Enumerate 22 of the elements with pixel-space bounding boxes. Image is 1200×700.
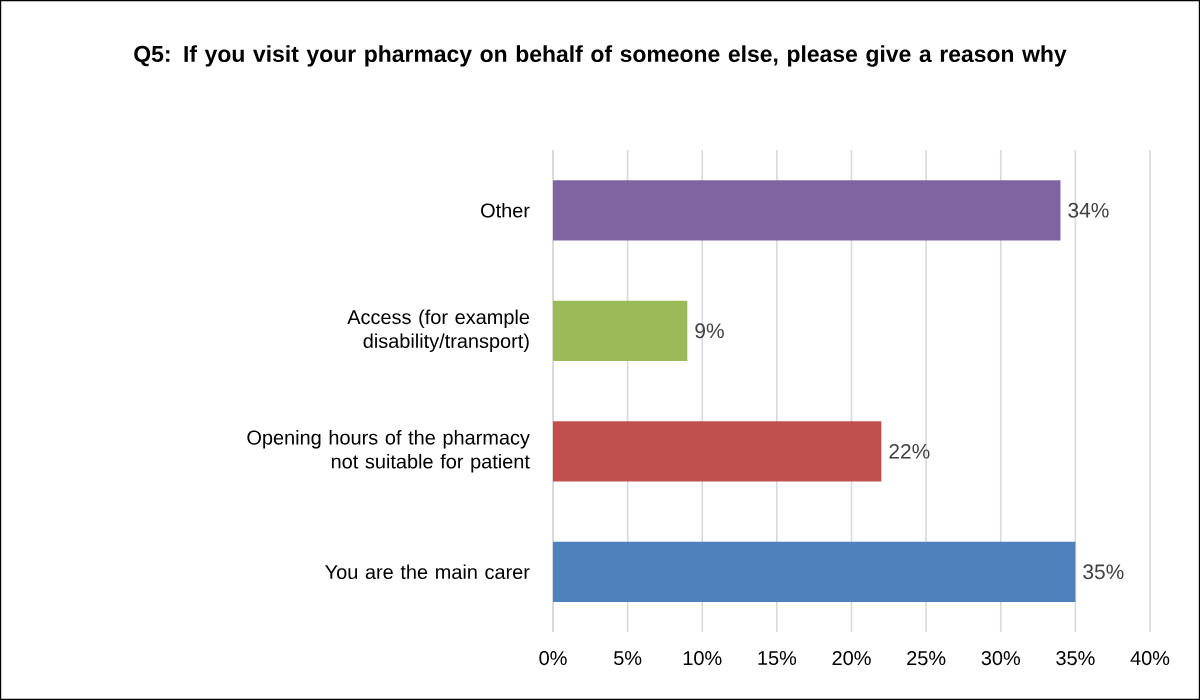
x-tick-label: 40% — [1130, 651, 1170, 666]
chart-title: Q5: If you visit your pharmacy on behalf of someone else, please give a reason why — [134, 45, 1067, 67]
x-tick-label: 10% — [683, 651, 722, 666]
x-tick-label: 25% — [907, 651, 946, 666]
y-tick-label: Opening hours of the pharmacy not suitable for patient — [247, 430, 530, 473]
data-label: 9% — [695, 323, 724, 339]
x-tick-label: 35% — [1056, 651, 1095, 666]
y-tick-label: Other — [481, 202, 530, 218]
x-tick-label: 0% — [539, 651, 567, 666]
x-tick-label: 20% — [832, 651, 871, 666]
x-tick-label: 5% — [614, 651, 642, 666]
x-tick-label: 30% — [981, 651, 1020, 666]
data-label: 35% — [1083, 564, 1124, 580]
data-label: 34% — [1068, 202, 1109, 218]
x-tick-label: 15% — [758, 651, 797, 666]
bar — [553, 300, 688, 361]
bar — [553, 541, 1076, 602]
y-tick-label: Access (for example disability/transport) — [347, 309, 530, 352]
bar — [553, 180, 1061, 241]
y-tick-label: You are the main carer — [325, 564, 530, 580]
data-label: 22% — [889, 443, 930, 459]
bar — [553, 421, 882, 482]
